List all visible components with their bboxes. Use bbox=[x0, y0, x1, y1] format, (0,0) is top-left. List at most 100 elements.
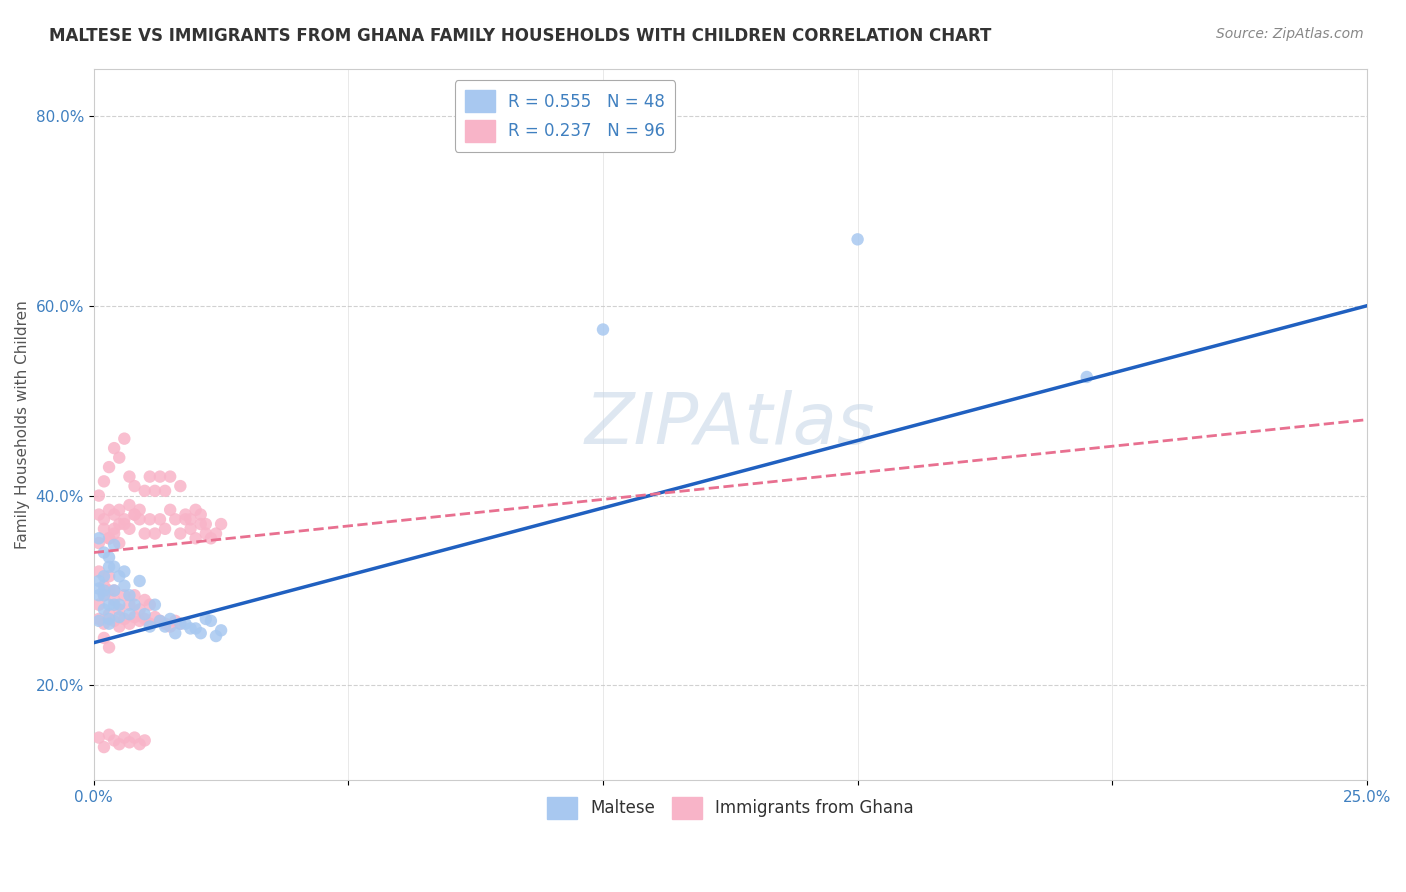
Point bbox=[124, 598, 146, 612]
Point bbox=[174, 508, 197, 522]
Point bbox=[143, 610, 166, 624]
Point bbox=[103, 583, 125, 598]
Point bbox=[87, 565, 110, 579]
Point bbox=[128, 512, 150, 526]
Point bbox=[93, 588, 115, 602]
Point bbox=[118, 735, 141, 749]
Point bbox=[124, 508, 146, 522]
Point bbox=[98, 598, 121, 612]
Point bbox=[87, 582, 110, 596]
Point bbox=[184, 622, 207, 636]
Point bbox=[87, 536, 110, 550]
Point bbox=[112, 517, 135, 532]
Point bbox=[93, 631, 115, 645]
Point bbox=[165, 512, 187, 526]
Point bbox=[159, 619, 181, 633]
Point bbox=[190, 508, 212, 522]
Text: ZIPAtlas: ZIPAtlas bbox=[585, 390, 876, 458]
Point bbox=[87, 574, 110, 588]
Point bbox=[103, 583, 125, 598]
Text: MALTESE VS IMMIGRANTS FROM GHANA FAMILY HOUSEHOLDS WITH CHILDREN CORRELATION CHA: MALTESE VS IMMIGRANTS FROM GHANA FAMILY … bbox=[49, 27, 991, 45]
Point bbox=[103, 593, 125, 607]
Point bbox=[103, 522, 125, 536]
Point bbox=[108, 737, 131, 751]
Point bbox=[139, 619, 162, 633]
Point bbox=[103, 614, 125, 628]
Point bbox=[93, 583, 115, 598]
Point bbox=[118, 469, 141, 483]
Point bbox=[200, 531, 222, 545]
Point bbox=[112, 612, 135, 626]
Point bbox=[124, 508, 146, 522]
Point bbox=[134, 593, 156, 607]
Point bbox=[87, 612, 110, 626]
Point bbox=[93, 740, 115, 755]
Point bbox=[108, 610, 131, 624]
Point bbox=[103, 526, 125, 541]
Point bbox=[93, 569, 115, 583]
Text: Source: ZipAtlas.com: Source: ZipAtlas.com bbox=[1216, 27, 1364, 41]
Point bbox=[93, 588, 115, 602]
Point bbox=[124, 610, 146, 624]
Point bbox=[128, 602, 150, 616]
Point bbox=[124, 479, 146, 493]
Point bbox=[846, 232, 869, 246]
Point bbox=[153, 616, 176, 631]
Point bbox=[103, 733, 125, 747]
Point bbox=[592, 322, 614, 336]
Point bbox=[149, 614, 172, 628]
Point bbox=[98, 640, 121, 655]
Point bbox=[93, 602, 115, 616]
Point bbox=[103, 441, 125, 455]
Legend: Maltese, Immigrants from Ghana: Maltese, Immigrants from Ghana bbox=[540, 790, 921, 825]
Point bbox=[169, 616, 191, 631]
Point bbox=[143, 483, 166, 498]
Point bbox=[194, 526, 217, 541]
Point bbox=[98, 569, 121, 583]
Point bbox=[139, 469, 162, 483]
Point bbox=[143, 526, 166, 541]
Point bbox=[108, 536, 131, 550]
Y-axis label: Family Households with Children: Family Households with Children bbox=[15, 300, 30, 549]
Point bbox=[190, 517, 212, 532]
Point bbox=[93, 616, 115, 631]
Point bbox=[153, 483, 176, 498]
Point bbox=[205, 526, 228, 541]
Point bbox=[112, 432, 135, 446]
Point bbox=[93, 545, 115, 559]
Point bbox=[174, 616, 197, 631]
Point bbox=[124, 588, 146, 602]
Point bbox=[93, 512, 115, 526]
Point bbox=[153, 522, 176, 536]
Point bbox=[194, 517, 217, 532]
Point bbox=[184, 503, 207, 517]
Point bbox=[165, 614, 187, 628]
Point bbox=[128, 737, 150, 751]
Point bbox=[169, 479, 191, 493]
Point bbox=[98, 460, 121, 475]
Point bbox=[98, 531, 121, 545]
Point bbox=[98, 616, 121, 631]
Point bbox=[98, 607, 121, 622]
Point bbox=[209, 517, 232, 532]
Point bbox=[87, 598, 110, 612]
Point bbox=[139, 512, 162, 526]
Point bbox=[134, 607, 156, 622]
Point bbox=[134, 526, 156, 541]
Point bbox=[205, 629, 228, 643]
Point bbox=[98, 583, 121, 598]
Point bbox=[118, 598, 141, 612]
Point bbox=[143, 598, 166, 612]
Point bbox=[93, 522, 115, 536]
Point bbox=[184, 531, 207, 545]
Point bbox=[112, 512, 135, 526]
Point bbox=[93, 475, 115, 489]
Point bbox=[108, 598, 131, 612]
Point bbox=[98, 550, 121, 565]
Point bbox=[180, 512, 202, 526]
Point bbox=[190, 626, 212, 640]
Point bbox=[149, 469, 172, 483]
Point bbox=[98, 728, 121, 742]
Point bbox=[112, 579, 135, 593]
Point bbox=[128, 574, 150, 588]
